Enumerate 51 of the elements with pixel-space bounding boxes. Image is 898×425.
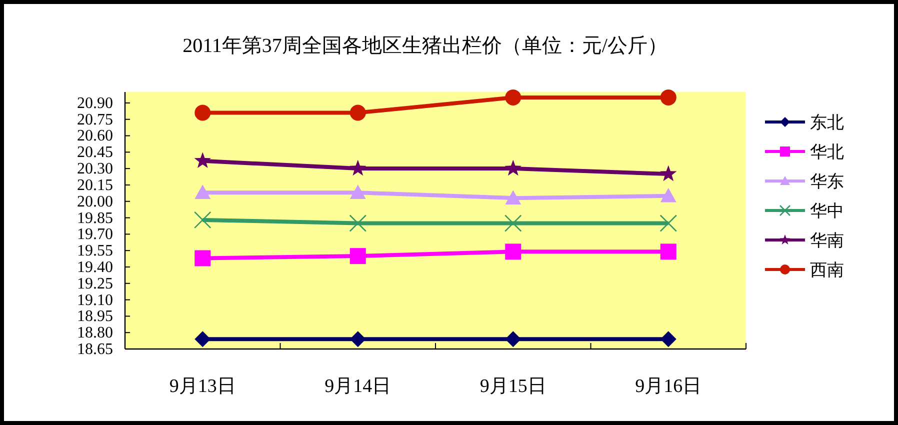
y-tick-label: 19.70 (77, 226, 113, 244)
point (505, 331, 522, 348)
y-tick-label: 20.45 (77, 144, 113, 162)
y-tick-label: 18.65 (77, 341, 113, 358)
point (349, 214, 367, 232)
point (194, 152, 211, 168)
y-tick-label: 20.15 (77, 176, 113, 194)
y-tick-label: 18.80 (77, 324, 113, 342)
point (504, 214, 522, 232)
point (504, 160, 522, 176)
legend-label: 华北 (810, 142, 844, 162)
y-tick-label: 20.90 (77, 94, 113, 112)
point (194, 184, 211, 200)
point (660, 214, 678, 232)
point (660, 188, 676, 202)
point (660, 89, 676, 106)
y-tick-label: 20.75 (77, 111, 113, 128)
y-tick-label: 19.40 (77, 258, 113, 276)
legend-label: 西南 (810, 260, 844, 280)
y-tick-label: 19.10 (77, 292, 113, 309)
legend-label: 东北 (810, 113, 844, 132)
point (194, 104, 211, 121)
point (505, 244, 522, 260)
point (350, 331, 366, 348)
y-tick-label: 19.55 (77, 242, 113, 260)
x-tick-label: 9月16日 (635, 376, 702, 397)
point (660, 244, 676, 260)
point (350, 248, 366, 264)
y-tick-label: 20.30 (77, 160, 113, 178)
point (660, 165, 677, 182)
legend-label: 华中 (810, 202, 844, 220)
point (194, 250, 211, 266)
point (505, 190, 522, 204)
point (194, 211, 212, 229)
y-tick-label: 19.85 (77, 210, 113, 227)
x-tick-label: 9月14日 (324, 376, 392, 397)
y-tick-label: 20.60 (77, 128, 113, 145)
x-tick-label: 9月15日 (480, 376, 546, 397)
point (350, 184, 366, 200)
y-tick-label: 20.00 (77, 193, 113, 210)
point (194, 331, 211, 348)
y-tick-label: 18.95 (77, 308, 113, 326)
point (350, 160, 366, 176)
y-tick-label: 19.25 (77, 275, 113, 292)
chart-title: 2011年第37周全国各地区生猪出栏价（单位：元/公斤） (182, 35, 668, 57)
legend-label: 华东 (810, 172, 844, 191)
x-tick-label: 9月13日 (169, 376, 236, 397)
legend-label: 华南 (810, 231, 844, 250)
point (505, 89, 522, 106)
point (350, 104, 366, 121)
point (660, 331, 676, 348)
